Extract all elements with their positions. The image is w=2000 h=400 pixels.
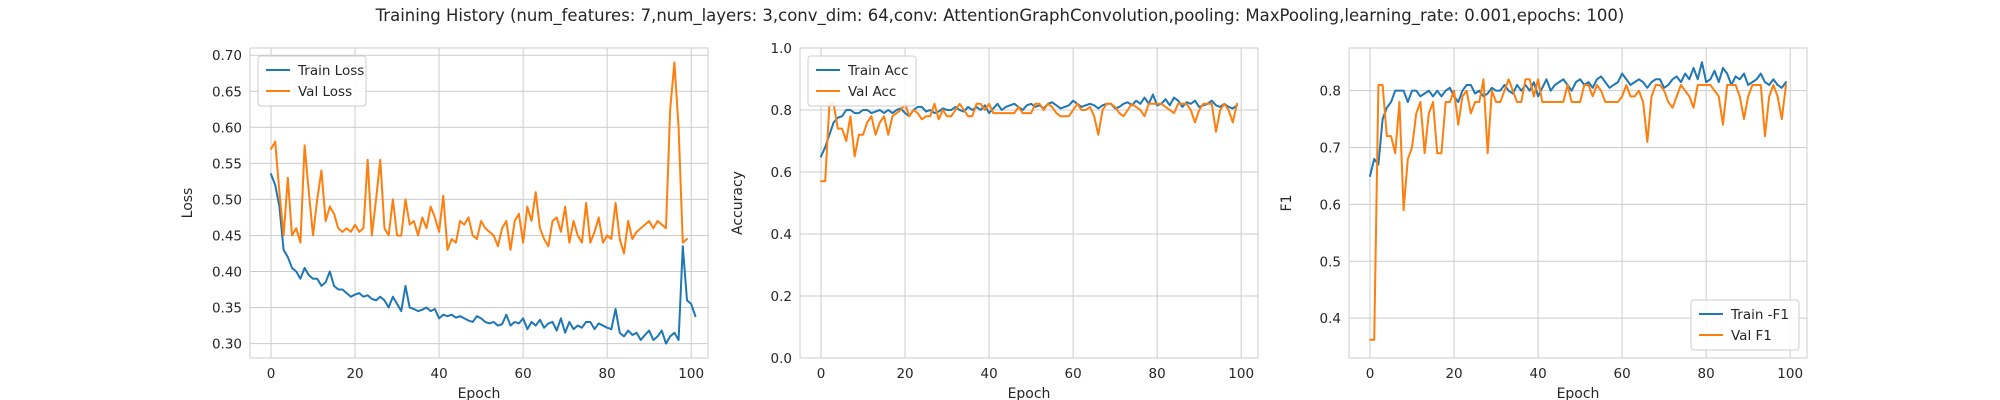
- subplots: 0 20 40 60 80 1000.300.350.400.450.500.550.60…: [180, 41, 1808, 400]
- y-tick-label: 0.65: [212, 84, 242, 100]
- y-tick-label: 0.50: [212, 192, 242, 208]
- y-tick-label: 0.45: [212, 228, 242, 244]
- series-line-1: [820, 93, 1238, 158]
- y-tick-label: 0.60: [212, 120, 242, 136]
- y-tick-label: 0.8: [771, 103, 792, 119]
- legend-label: Val Loss: [298, 84, 352, 100]
- y-tick-label: 0.5: [1320, 254, 1341, 270]
- series-line-2: [1369, 78, 1787, 341]
- x-tick-label: 20: [896, 366, 913, 382]
- x-axis-label: Epoch: [1557, 386, 1600, 400]
- legend: Train Acc Val Acc: [807, 55, 917, 107]
- y-tick-label: 0.2: [771, 289, 792, 305]
- x-tick-label: 20: [346, 366, 363, 382]
- series-line-2: [270, 61, 688, 255]
- y-tick-label: 0.4: [771, 227, 792, 243]
- y-tick-label: 0.0: [771, 351, 792, 367]
- legend-label: Train -F1: [1730, 307, 1789, 323]
- x-tick-label: 100: [1777, 366, 1803, 382]
- legend-box: [1690, 299, 1800, 351]
- legend-label: Train Acc: [847, 63, 909, 79]
- subplot-2: 0 20 40 60 80 100 0.0 0.2 0.4 0.6 0.8 1.0 Epoch Accur…: [730, 41, 1259, 400]
- x-tick-label: 40: [980, 366, 997, 382]
- x-axis-label: Epoch: [1008, 386, 1051, 400]
- legend: Train Loss Val Loss: [257, 55, 367, 107]
- x-tick-label: 0: [817, 366, 826, 382]
- y-tick-label: 0.4: [1320, 311, 1341, 327]
- x-tick-label: 60: [515, 366, 532, 382]
- y-axis-label: Accuracy: [730, 171, 746, 235]
- legend: Train -F1 Val F1: [1690, 299, 1800, 351]
- y-tick-label: 0.6: [771, 165, 792, 181]
- y-tick-label: 1.0: [771, 41, 792, 57]
- y-axis-label: Loss: [180, 188, 196, 219]
- y-tick-label: 0.70: [212, 48, 242, 64]
- x-tick-label: 20: [1445, 366, 1462, 382]
- x-tick-label: 0: [267, 366, 276, 382]
- legend-box: [257, 55, 367, 107]
- y-tick-label: 0.55: [212, 156, 242, 172]
- axes-frame: [1348, 47, 1808, 359]
- x-axis-label: Epoch: [458, 386, 501, 400]
- y-tick-label: 0.40: [212, 264, 242, 280]
- legend-box: [807, 55, 917, 107]
- axes-frame: [799, 47, 1259, 359]
- x-tick-label: 40: [430, 366, 447, 382]
- y-tick-label: 0.6: [1320, 197, 1341, 213]
- x-tick-label: 80: [599, 366, 616, 382]
- y-axis-label: F1: [1279, 195, 1295, 212]
- subplot-1: 0 20 40 60 80 100 0.30 0.35 0.40 0.45 0.50 0.55 0.60…: [180, 47, 709, 400]
- y-tick-label: 0.30: [212, 337, 242, 353]
- y-tick-label: 0.35: [212, 301, 242, 317]
- y-tick-label: 0.7: [1320, 141, 1341, 157]
- x-tick-label: 60: [1065, 366, 1082, 382]
- legend-label: Train Loss: [297, 63, 364, 79]
- x-tick-label: 40: [1529, 366, 1546, 382]
- x-tick-label: 80: [1698, 366, 1715, 382]
- subplot-3: 0 20 40 60 80 100 0.4 0.5 0.6 0.7 0.8 Epoch F1 Train …: [1279, 47, 1808, 400]
- y-tick-label: 0.8: [1320, 84, 1341, 100]
- axes-frame: [249, 47, 709, 359]
- figure-title: Training History (num_features: 7,num_la…: [375, 6, 1625, 26]
- x-tick-label: 100: [1228, 366, 1254, 382]
- legend-label: Val Acc: [848, 84, 896, 100]
- series-line-2: [820, 102, 1238, 183]
- series-line-1: [1369, 61, 1787, 177]
- legend-label: Val F1: [1731, 328, 1772, 344]
- series-line-1: [270, 173, 697, 345]
- x-tick-label: 80: [1149, 366, 1166, 382]
- x-tick-label: 60: [1614, 366, 1631, 382]
- x-tick-label: 0: [1366, 366, 1375, 382]
- x-tick-label: 100: [678, 366, 704, 382]
